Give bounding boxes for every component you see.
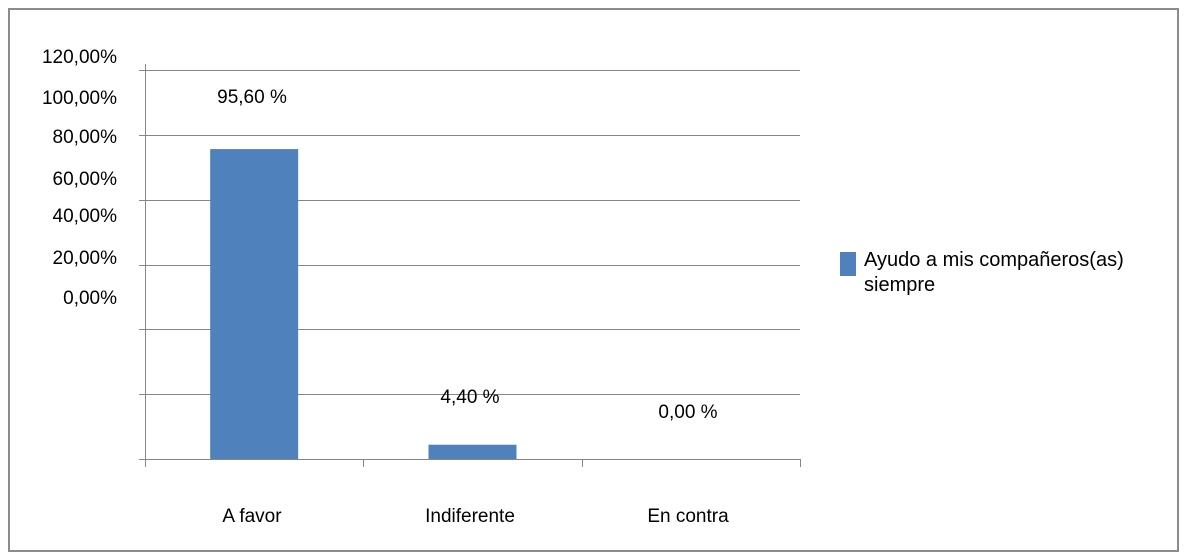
y-tick-label: 120,00%: [42, 47, 117, 68]
y-tick-label: 80,00%: [53, 127, 118, 148]
y-tick-label: 20,00%: [53, 248, 118, 269]
y-tick-label: 40,00%: [53, 206, 118, 227]
chart-frame: [8, 8, 1179, 552]
legend-swatch: [840, 252, 856, 276]
y-tick-labels: 120,00% 100,00% 80,00% 60,00% 40,00% 20,…: [42, 47, 117, 309]
data-label-indiferente: 4,40 %: [440, 387, 499, 408]
category-label-a-favor: A favor: [222, 506, 282, 527]
axes: [139, 64, 801, 467]
data-label-en-contra: 0,00 %: [658, 402, 717, 423]
data-label-a-favor: 95,60 %: [217, 87, 287, 108]
y-tick-label: 60,00%: [53, 169, 118, 190]
category-labels: A favor Indiferente En contra: [222, 506, 729, 527]
data-labels: 95,60 % 4,40 % 0,00 %: [217, 87, 718, 423]
legend-label: Ayudo a mis compañeros(as) siempre: [864, 249, 1124, 296]
category-label-indiferente: Indiferente: [425, 506, 515, 527]
bar-a-favor: [210, 149, 299, 459]
bars: [210, 149, 517, 459]
category-label-en-contra: En contra: [647, 506, 729, 527]
y-tick-label: 100,00%: [42, 88, 117, 109]
y-tick-label: 0,00%: [63, 288, 117, 309]
bar-indiferente: [428, 444, 517, 459]
